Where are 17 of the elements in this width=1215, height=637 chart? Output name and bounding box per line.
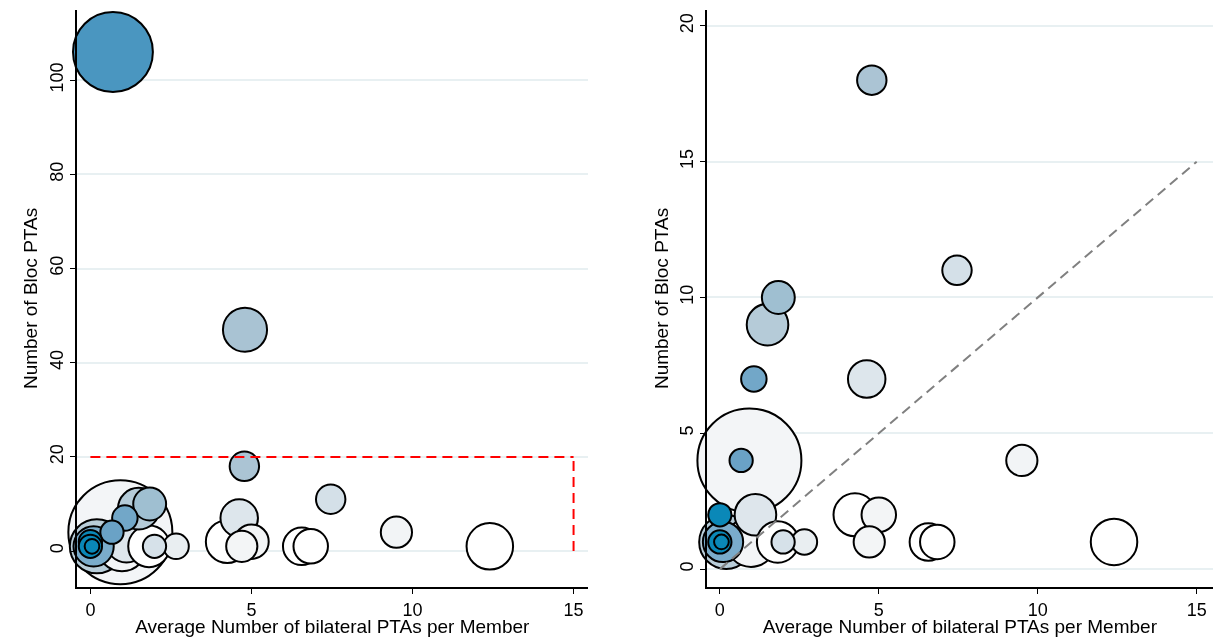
y-tick-label: 0 (677, 561, 698, 572)
y-tick-label: 60 (46, 255, 67, 276)
y-tick-label: 100 (46, 62, 67, 93)
y-tick-label: 0 (46, 543, 67, 554)
x-tick-label: 15 (1186, 599, 1207, 620)
y-tick-label: 40 (46, 349, 67, 371)
y-axis-title: Number of Bloc PTAs (19, 207, 41, 390)
y-axis-title: Number of Bloc PTAs (650, 207, 672, 390)
y-tick-label: 15 (677, 148, 698, 169)
x-tick-label: 0 (714, 599, 725, 620)
y-tick-label: 20 (677, 13, 698, 34)
y-tick-label: 10 (677, 284, 698, 305)
x-tick-label: 15 (563, 599, 584, 620)
y-tick-label: 5 (677, 425, 698, 436)
x-tick-label: 0 (85, 599, 96, 620)
y-tick-label: 80 (46, 161, 67, 182)
y-tick-label: 20 (46, 444, 67, 465)
